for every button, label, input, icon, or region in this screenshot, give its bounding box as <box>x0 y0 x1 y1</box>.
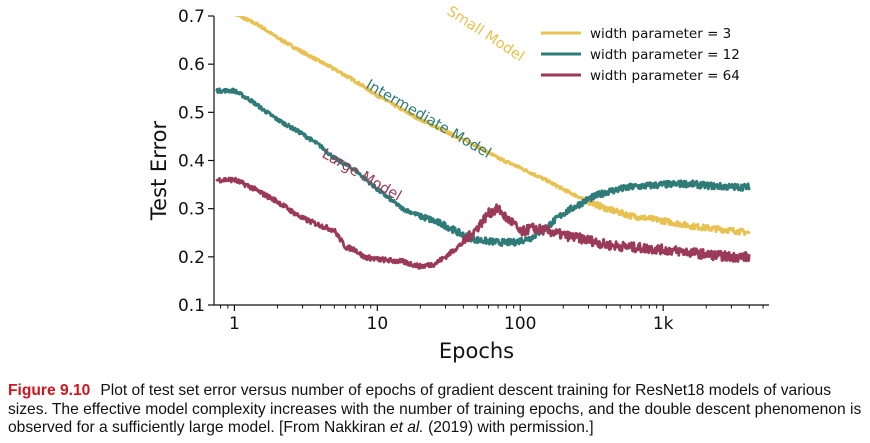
y-tick-label: 0.4 <box>178 152 205 172</box>
y-tick-label: 0.7 <box>178 7 205 27</box>
axes-layer: 0.1 0.2 0.3 0.4 0.5 0.6 0.7 1 10 100 1k <box>178 7 769 334</box>
y-tick-label: 0.1 <box>178 296 205 316</box>
test-error-chart: 0.1 0.2 0.3 0.4 0.5 0.6 0.7 1 10 100 1k Small Mode… <box>147 4 769 363</box>
y-tick-label: 0.2 <box>178 248 205 268</box>
caption-italic: et al. <box>389 419 424 437</box>
y-tick-label: 0.6 <box>178 55 205 75</box>
series-line-1 <box>234 16 751 237</box>
legend: width parameter = 3 width parameter = 12 w… <box>541 26 740 84</box>
y-tick-label: 0.3 <box>178 200 205 220</box>
series-label-1: Small Model <box>444 4 527 66</box>
caption-text-end: (2019) with permission.] <box>423 419 594 437</box>
series-line-3 <box>215 176 751 270</box>
legend-label-1: width parameter = 3 <box>590 26 731 42</box>
series-label-3: Large Model <box>319 146 404 204</box>
legend-label-3: width parameter = 64 <box>590 68 740 84</box>
series-label-2: Intermediate Model <box>363 77 494 162</box>
x-tick-label: 10 <box>367 314 389 334</box>
y-axis-title: Test Error <box>147 121 171 222</box>
y-tick-label: 0.5 <box>178 103 205 123</box>
series-layer <box>215 16 751 270</box>
x-tick-label: 1k <box>653 314 674 334</box>
x-tick-label: 100 <box>504 314 536 334</box>
figure-caption: Figure 9.10 Plot of test set error versus… <box>8 382 864 438</box>
x-tick-label: 1 <box>229 314 240 334</box>
caption-text: Plot of test set error versus number of … <box>8 382 862 437</box>
legend-label-2: width parameter = 12 <box>590 47 740 63</box>
x-axis-title: Epochs <box>439 339 514 363</box>
series-line-2 <box>215 87 751 248</box>
figure-number: Figure 9.10 <box>8 382 91 399</box>
